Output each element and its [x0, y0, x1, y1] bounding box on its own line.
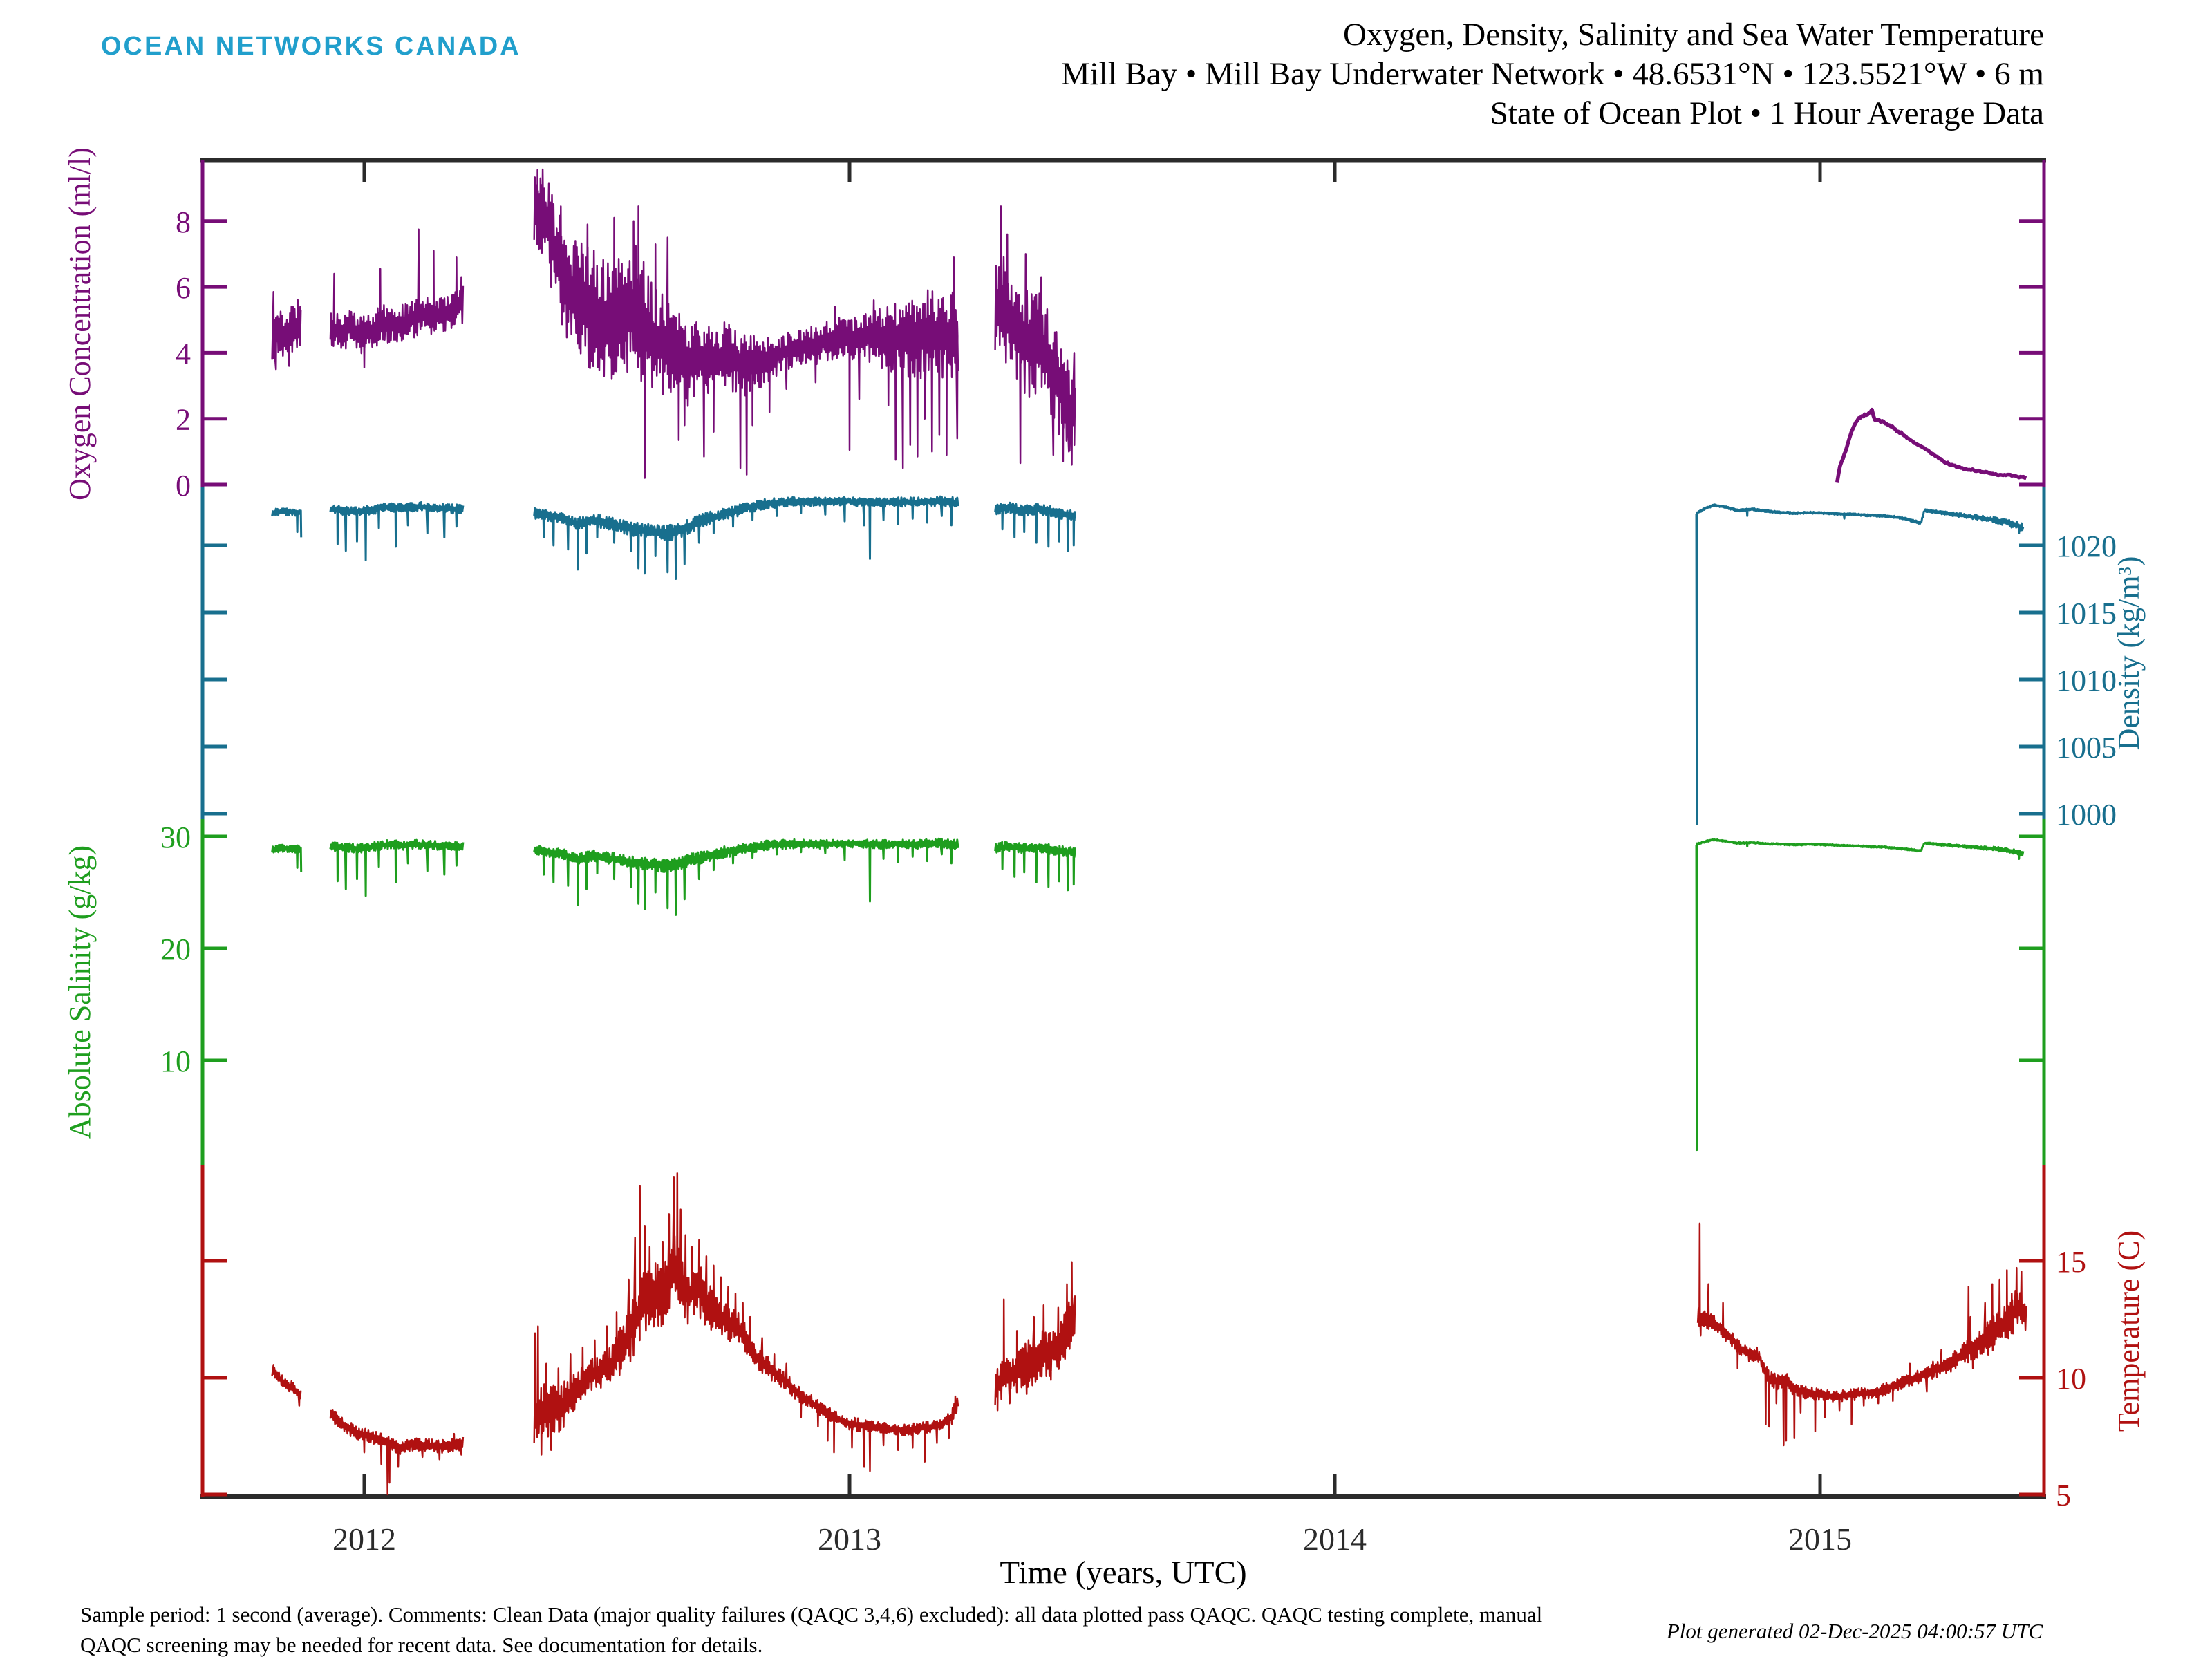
- series-oxygen-segment-3: [994, 205, 1076, 466]
- tick-label-density: 1000: [2056, 798, 2117, 832]
- x-tick-label: 2012: [332, 1521, 396, 1557]
- footer-comments-line1: Sample period: 1 second (average). Comme…: [80, 1602, 1543, 1627]
- series-density-segment-3: [994, 501, 1076, 552]
- tick-label-density: 1010: [2056, 664, 2117, 697]
- tick-label-salinity: 30: [160, 821, 191, 854]
- tick-label-density: 1005: [2056, 731, 2117, 765]
- tick-label-oxygen: 0: [176, 469, 191, 503]
- tick-label-oxygen: 6: [176, 271, 191, 305]
- x-axis-title: Time (years, UTC): [1000, 1555, 1247, 1591]
- series-density-segment-1: [329, 501, 465, 561]
- series-temperature-segment-2: [533, 1172, 959, 1472]
- tick-label-oxygen: 2: [176, 403, 191, 437]
- axis-title-temperature: Temperature (C): [2112, 1230, 2146, 1432]
- series-salinity-segment-0: [271, 843, 303, 872]
- tick-label-salinity: 10: [160, 1044, 191, 1078]
- x-tick-label: 2013: [818, 1521, 881, 1557]
- footer-comments-line2: QAQC screening may be needed for recent …: [80, 1633, 763, 1657]
- axis-title-density: Density (kg/m³): [2112, 556, 2146, 751]
- series-oxygen-segment-4: [1835, 407, 2027, 483]
- axis-title-salinity: Absolute Salinity (g/kg): [63, 845, 97, 1139]
- series-temperature-segment-4: [1696, 1222, 2027, 1447]
- plot-title-line1: Oxygen, Density, Salinity and Sea Water …: [1342, 17, 2044, 53]
- plot-title-block: Oxygen, Density, Salinity and Sea Water …: [1061, 15, 2044, 133]
- ocean-networks-canada-logo: OCEAN NETWORKS CANADA: [101, 32, 521, 61]
- tick-label-temperature: 5: [2056, 1479, 2071, 1512]
- series-salinity-segment-4: [1695, 838, 2025, 1152]
- tick-label-oxygen: 4: [176, 337, 191, 371]
- tick-label-temperature: 15: [2056, 1245, 2086, 1279]
- plot-generated-timestamp: Plot generated 02-Dec-2025 04:00:57 UTC: [1666, 1619, 2043, 1643]
- x-tick-label: 2015: [1788, 1521, 1852, 1557]
- series-temperature-segment-0: [271, 1364, 302, 1407]
- x-tick-label: 2014: [1303, 1521, 1367, 1557]
- tick-label-salinity: 20: [160, 932, 191, 966]
- series-density-segment-2: [533, 495, 959, 580]
- series-salinity-segment-1: [329, 838, 465, 897]
- tick-label-density: 1020: [2056, 529, 2117, 563]
- series-salinity-segment-2: [533, 837, 959, 916]
- plot-title-line2: Mill Bay • Mill Bay Underwater Network •…: [1060, 56, 2044, 92]
- tick-label-density: 1015: [2056, 597, 2117, 630]
- series-salinity-segment-3: [994, 841, 1076, 892]
- series-density-segment-0: [271, 507, 303, 538]
- series-temperature-segment-3: [994, 1261, 1076, 1412]
- tick-label-temperature: 10: [2056, 1362, 2086, 1396]
- axis-title-oxygen: Oxygen Concentration (ml/l): [63, 147, 97, 500]
- series-density-segment-4: [1695, 503, 2025, 825]
- series-oxygen-segment-0: [271, 290, 302, 371]
- series-oxygen-segment-1: [329, 228, 465, 369]
- series-temperature-segment-1: [329, 1409, 465, 1496]
- tick-label-oxygen: 8: [176, 205, 191, 239]
- plot-title-line3: State of Ocean Plot • 1 Hour Average Dat…: [1490, 95, 2044, 131]
- series-oxygen-segment-2: [533, 168, 959, 479]
